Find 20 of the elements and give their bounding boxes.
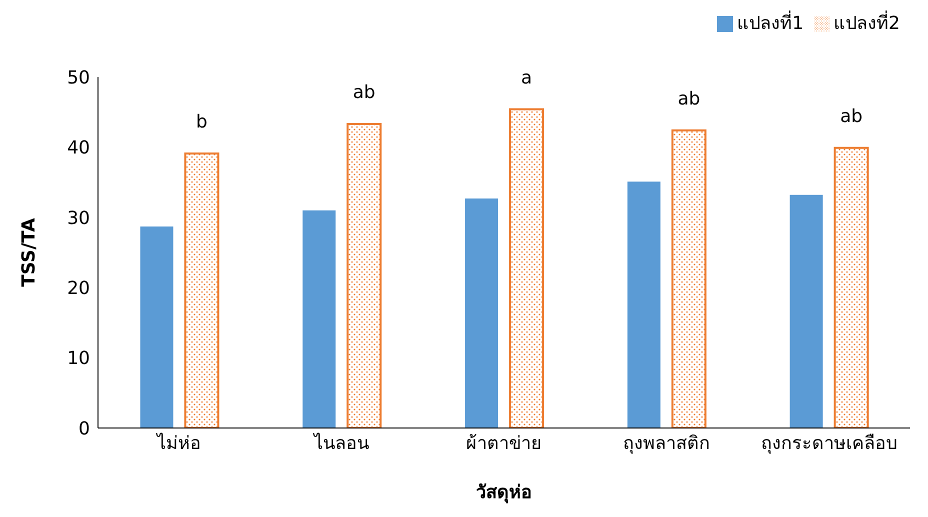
x-tick-label: ผ้าตาข่าย (466, 432, 542, 454)
annotation: ab (840, 106, 863, 127)
y-tick-label: 10 (67, 348, 90, 370)
legend-label: แปลงที่2 (834, 13, 900, 34)
x-tick-label: ถุงพลาสติก (622, 432, 710, 454)
y-tick-label: 30 (67, 208, 90, 229)
annotation: ab (352, 82, 376, 104)
legend-label: แปลงที่1 (737, 13, 804, 34)
annotation: a (521, 67, 532, 88)
x-axis-title: วัสดุห่อ (476, 482, 532, 504)
y-tick-label: 40 (67, 138, 90, 159)
x-tick-label: ไม่ห่อ (155, 432, 202, 454)
x-tick-label: ไนลอน (312, 432, 370, 454)
y-axis-title: TSS/TA (18, 218, 40, 287)
annotation: ab (678, 88, 700, 110)
x-tick-label: ถุงกระดาษเคลือบ (760, 432, 897, 454)
y-tick-label: 20 (67, 278, 90, 299)
y-tick-label: 50 (67, 67, 90, 88)
annotation: b (196, 112, 208, 133)
y-tick-label: 0 (78, 418, 90, 440)
